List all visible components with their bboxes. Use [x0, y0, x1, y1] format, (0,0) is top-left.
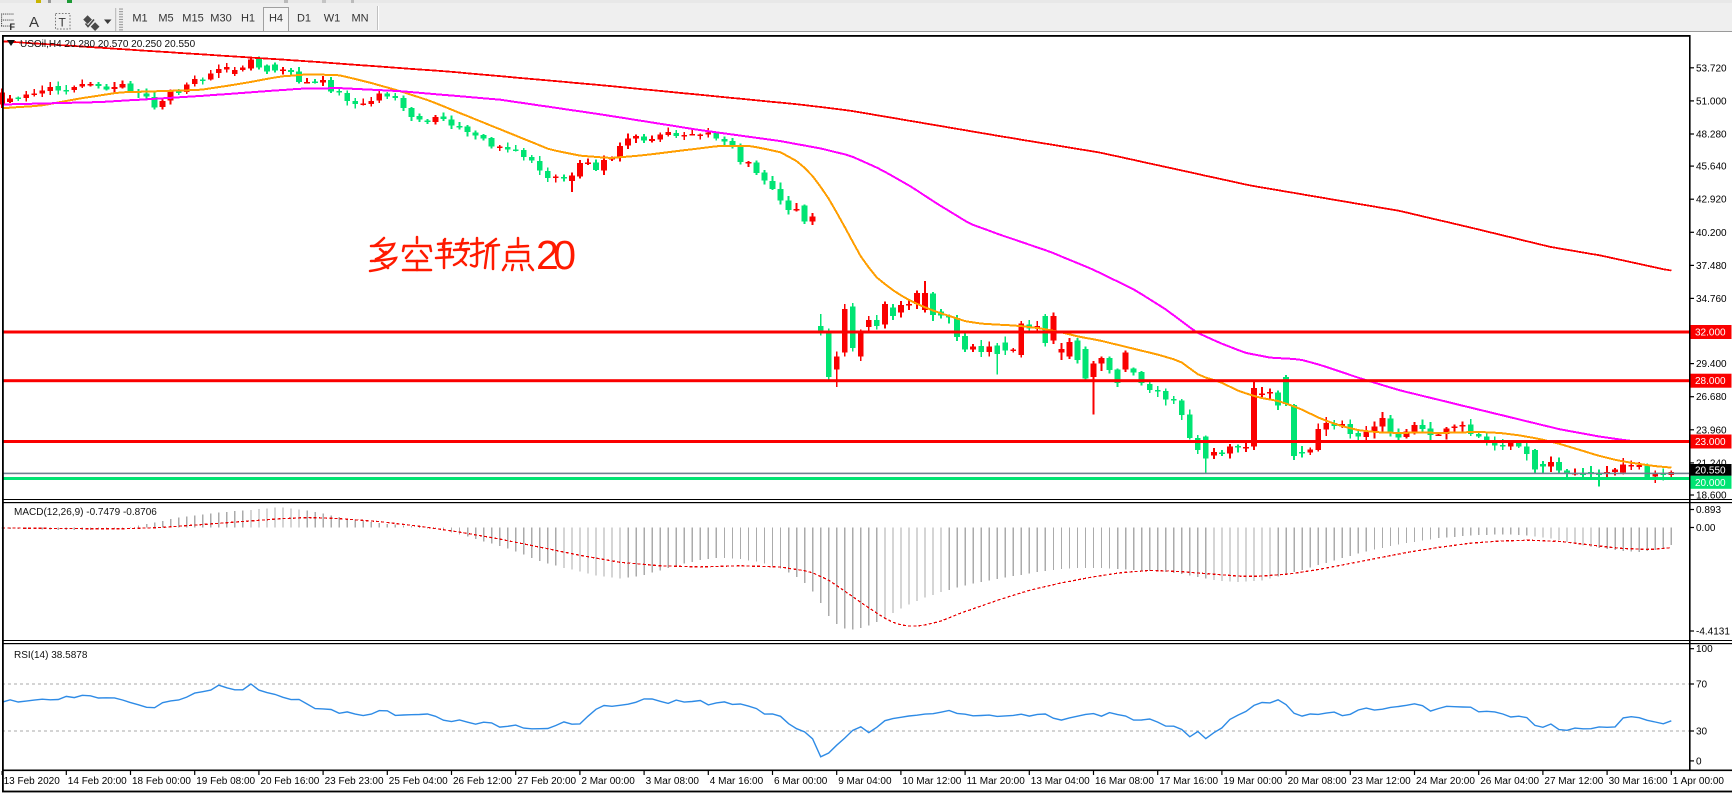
svg-text:D1: D1 [297, 12, 311, 24]
svg-text:-4.4131: -4.4131 [1696, 627, 1730, 638]
svg-text:4 Mar 16:00: 4 Mar 16:00 [710, 776, 764, 787]
svg-text:20: 20 [536, 232, 576, 278]
svg-text:23.960: 23.960 [1696, 425, 1727, 436]
svg-text:M15: M15 [182, 12, 203, 24]
svg-text:53.720: 53.720 [1696, 63, 1727, 74]
svg-text:9 Mar 04:00: 9 Mar 04:00 [838, 776, 892, 787]
svg-text:48.280: 48.280 [1696, 130, 1727, 141]
svg-text:25 Feb 04:00: 25 Feb 04:00 [389, 776, 448, 787]
svg-text:H4: H4 [269, 12, 283, 24]
svg-text:20.550: 20.550 [1695, 466, 1726, 477]
svg-text:19 Feb 08:00: 19 Feb 08:00 [196, 776, 255, 787]
svg-text:16 Mar 08:00: 16 Mar 08:00 [1095, 776, 1154, 787]
svg-text:37.480: 37.480 [1696, 261, 1727, 272]
svg-text:13 Feb 2020: 13 Feb 2020 [4, 776, 61, 787]
svg-text:MACD(12,26,9) -0.7479 -0.8706: MACD(12,26,9) -0.7479 -0.8706 [14, 507, 157, 518]
svg-text:0.00: 0.00 [1696, 523, 1716, 534]
svg-text:23 Feb 23:00: 23 Feb 23:00 [325, 776, 384, 787]
svg-text:2 Mar 00:00: 2 Mar 00:00 [581, 776, 635, 787]
svg-text:29.400: 29.400 [1696, 359, 1727, 370]
svg-text:23.000: 23.000 [1695, 437, 1726, 448]
svg-text:19 Mar 00:00: 19 Mar 00:00 [1223, 776, 1282, 787]
svg-text:70: 70 [1696, 680, 1708, 691]
svg-text:T: T [59, 15, 67, 29]
svg-text:20 Mar 08:00: 20 Mar 08:00 [1288, 776, 1347, 787]
svg-text:RSI(14) 38.5878: RSI(14) 38.5878 [14, 650, 88, 661]
svg-text:W1: W1 [324, 12, 341, 24]
svg-text:40.200: 40.200 [1696, 228, 1727, 239]
svg-text:0: 0 [1696, 756, 1702, 767]
svg-text:M5: M5 [158, 12, 173, 24]
svg-text:11 Mar 20:00: 11 Mar 20:00 [967, 776, 1026, 787]
svg-text:28.000: 28.000 [1695, 376, 1726, 387]
svg-text:21.240: 21.240 [1696, 458, 1727, 469]
svg-text:F: F [10, 22, 16, 31]
svg-text:100: 100 [1696, 644, 1713, 655]
svg-text:M1: M1 [132, 12, 147, 24]
svg-text:14 Feb 20:00: 14 Feb 20:00 [68, 776, 127, 787]
svg-text:17 Mar 16:00: 17 Mar 16:00 [1159, 776, 1218, 787]
svg-text:30: 30 [1696, 727, 1708, 738]
svg-text:6 Mar 00:00: 6 Mar 00:00 [774, 776, 828, 787]
svg-text:M30: M30 [210, 12, 231, 24]
svg-text:27 Feb 20:00: 27 Feb 20:00 [517, 776, 576, 787]
svg-text:USOil,H4 20.280 20.570 20.250: USOil,H4 20.280 20.570 20.250 20.550 [20, 39, 196, 50]
svg-text:45.640: 45.640 [1696, 162, 1727, 173]
svg-text:18 Feb 00:00: 18 Feb 00:00 [132, 776, 191, 787]
svg-text:23 Mar 12:00: 23 Mar 12:00 [1352, 776, 1411, 787]
svg-text:26 Mar 04:00: 26 Mar 04:00 [1480, 776, 1539, 787]
svg-text:26 Feb 12:00: 26 Feb 12:00 [453, 776, 512, 787]
svg-text:24 Mar 20:00: 24 Mar 20:00 [1416, 776, 1475, 787]
svg-text:MN: MN [351, 12, 368, 24]
svg-text:42.920: 42.920 [1696, 195, 1727, 206]
svg-text:18.600: 18.600 [1696, 491, 1727, 502]
svg-text:A: A [29, 14, 39, 31]
svg-text:1 Apr 00:00: 1 Apr 00:00 [1673, 776, 1725, 787]
svg-text:30 Mar 16:00: 30 Mar 16:00 [1609, 776, 1668, 787]
svg-text:13 Mar 04:00: 13 Mar 04:00 [1031, 776, 1090, 787]
svg-text:20 Feb 16:00: 20 Feb 16:00 [260, 776, 319, 787]
svg-text:32.000: 32.000 [1695, 328, 1726, 339]
svg-text:26.680: 26.680 [1696, 392, 1727, 403]
svg-text:H1: H1 [241, 12, 255, 24]
svg-text:10 Mar 12:00: 10 Mar 12:00 [902, 776, 961, 787]
svg-text:51.000: 51.000 [1696, 96, 1727, 107]
svg-text:0.893: 0.893 [1696, 505, 1721, 516]
svg-text:20.000: 20.000 [1695, 478, 1726, 489]
svg-text:27 Mar 12:00: 27 Mar 12:00 [1544, 776, 1603, 787]
svg-text:3 Mar 08:00: 3 Mar 08:00 [646, 776, 700, 787]
svg-text:34.760: 34.760 [1696, 294, 1727, 305]
